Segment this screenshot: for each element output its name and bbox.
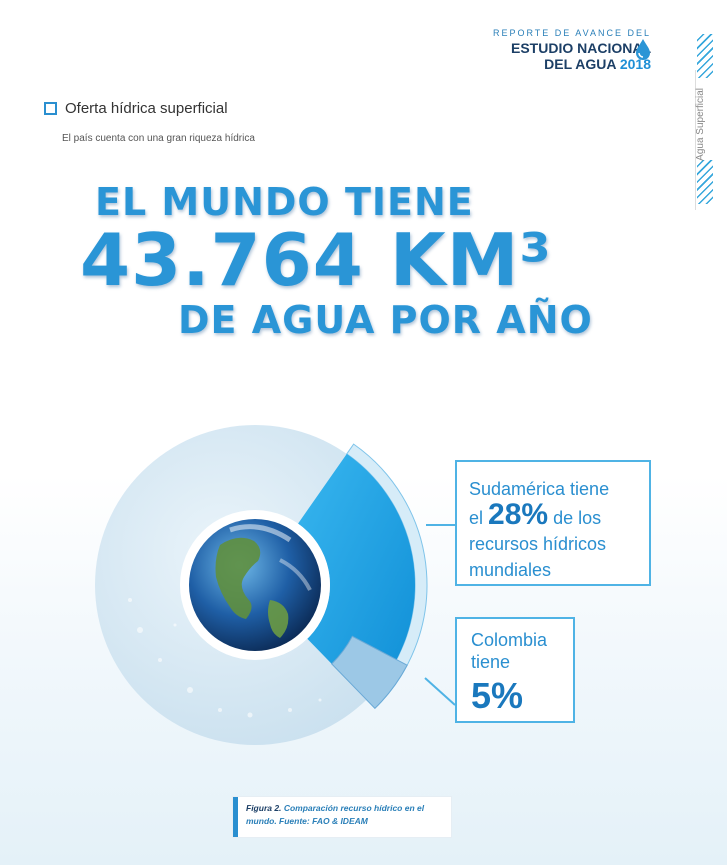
section-subtitle: El país cuenta con una gran riqueza hídr… xyxy=(62,133,255,144)
figure-caption-text: Comparación recurso hídrico en el mundo.… xyxy=(246,803,425,826)
callout-co-percent: 5% xyxy=(471,675,524,716)
callout-sa-line2: el 28% de los xyxy=(469,500,637,531)
header-title-line2: DEL AGUA 2018 xyxy=(493,56,651,72)
square-bullet-icon xyxy=(44,102,57,115)
callout-sa-el: el xyxy=(469,508,484,528)
callout-sa-line1: Sudamérica tiene xyxy=(469,479,610,499)
report-header: REPORTE DE AVANCE DEL ESTUDIO NACIONAL D… xyxy=(493,28,651,72)
callout-colombia: Colombia tiene 5% xyxy=(455,617,575,723)
water-drop-icon xyxy=(636,39,650,60)
headline-line1: EL MUNDO TIENE xyxy=(95,180,474,224)
callout-sa-line3: recursos hídricos xyxy=(469,534,607,554)
callout-sudamerica: Sudamérica tiene el 28% de los recursos … xyxy=(455,460,651,586)
callout-co-line1: Colombia xyxy=(471,630,548,650)
headline-line3: DE AGUA POR AÑO xyxy=(178,298,593,342)
headline-line2: 43.764 KM³ xyxy=(80,218,552,302)
header-title-line2a: DEL AGUA xyxy=(544,56,616,72)
figure-caption: Figura 2. Comparación recurso hídrico en… xyxy=(233,797,451,837)
hatch-decoration-bottom xyxy=(697,160,713,204)
pie-slice-colombia xyxy=(330,635,408,710)
hatch-decoration-top xyxy=(697,34,713,78)
callout-sa-line4: mundiales xyxy=(469,560,552,580)
callout-sa-post1: de los xyxy=(553,508,602,528)
callout-sa-percent: 28% xyxy=(488,498,549,531)
callout-co-line2: tiene xyxy=(471,652,511,672)
section-title: Oferta hídrica superficial xyxy=(65,100,228,117)
side-section-label: Agua Superficial xyxy=(695,88,706,161)
pie-slice-sudamerica xyxy=(298,453,415,700)
water-share-pie-chart xyxy=(95,425,428,745)
header-small-title: REPORTE DE AVANCE DEL xyxy=(492,28,651,38)
section-heading: Oferta hídrica superficial xyxy=(44,100,228,117)
header-title-line1: ESTUDIO NACIONAL xyxy=(511,40,651,56)
water-splash-decoration xyxy=(128,598,322,718)
header-year: 2018 xyxy=(619,56,651,72)
earth-globe-icon xyxy=(189,519,321,651)
side-divider xyxy=(695,70,696,210)
figure-number: Figura 2. xyxy=(246,803,282,813)
